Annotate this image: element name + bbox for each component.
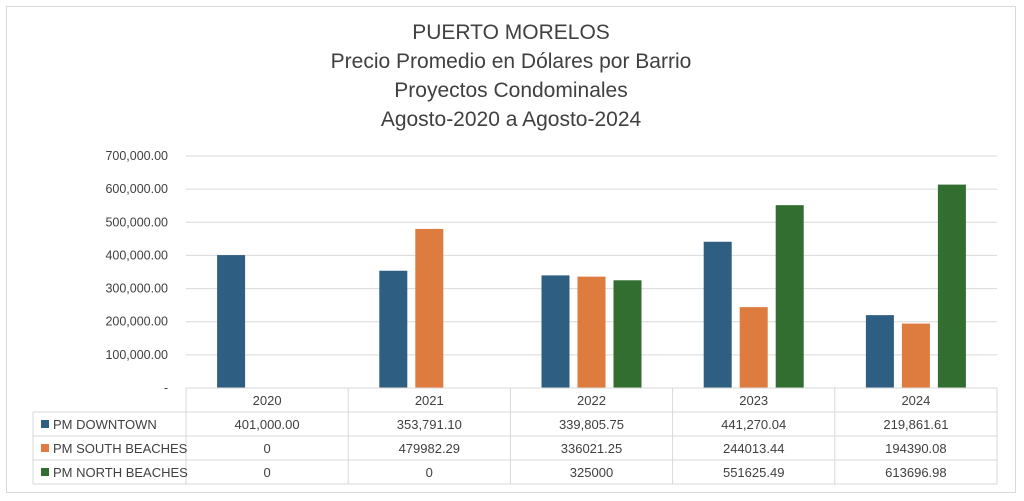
y-tick-label: 600,000.00 — [105, 182, 168, 196]
legend-label: PM DOWNTOWN — [53, 417, 157, 432]
bar — [577, 276, 606, 388]
data-table: 2020 2021 2022 2023 2024 PM DOWNTOWN 401,000.0… — [32, 387, 998, 485]
chart-title-line-1: PUERTO MORELOS — [412, 21, 610, 44]
bar — [541, 275, 570, 388]
x-tick-label: 2023 — [739, 393, 768, 408]
legend-swatch — [41, 468, 49, 476]
bar — [379, 270, 408, 388]
bar — [613, 280, 642, 388]
data-label: 244013.44 — [723, 441, 784, 456]
chart-title-block: PUERTO MORELOS Precio Promedio en Dólare… — [0, 18, 1022, 134]
bars — [217, 184, 966, 388]
chart-title-line-4: Agosto-2020 a Agosto-2024 — [380, 108, 642, 131]
bar — [703, 241, 732, 388]
chart-title-line-3: Proyectos Condominales — [394, 79, 628, 102]
y-axis-labels: - 100,000.00 200,000.00 300,000.00 400,000.0… — [105, 149, 168, 395]
data-label: 353,791.10 — [397, 417, 462, 432]
bar — [415, 228, 444, 388]
data-label: 0 — [426, 465, 433, 480]
x-tick-label: 2022 — [577, 393, 606, 408]
legend-swatch — [41, 444, 49, 452]
legend-swatch — [41, 420, 49, 428]
legend-label: PM NORTH BEACHES — [53, 465, 188, 480]
chart-title-line-2: Precio Promedio en Dólares por Barrio — [330, 50, 692, 73]
y-tick-label: 500,000.00 — [105, 215, 168, 229]
bar — [775, 205, 804, 388]
y-tick-label: - — [164, 381, 168, 395]
bar — [865, 315, 894, 388]
data-label: 219,861.61 — [883, 417, 948, 432]
data-label: 325000 — [570, 465, 613, 480]
bar — [937, 184, 966, 388]
y-tick-label: 700,000.00 — [105, 149, 168, 163]
bar — [901, 323, 930, 388]
data-label: 336021.25 — [561, 441, 622, 456]
data-label: 0 — [263, 465, 270, 480]
y-tick-label: 300,000.00 — [105, 282, 168, 296]
data-label: 551625.49 — [723, 465, 784, 480]
y-tick-label: 400,000.00 — [105, 248, 168, 262]
y-tick-label: 200,000.00 — [105, 315, 168, 329]
x-tick-label: 2020 — [253, 393, 282, 408]
data-label: 339,805.75 — [559, 417, 624, 432]
data-label: 613696.98 — [885, 465, 946, 480]
bar — [217, 255, 246, 388]
data-label: 441,270.04 — [721, 417, 786, 432]
y-tick-label: 100,000.00 — [105, 348, 168, 362]
bar — [739, 307, 768, 388]
data-label: 479982.29 — [399, 441, 460, 456]
data-label: 0 — [263, 441, 270, 456]
data-label: 194390.08 — [885, 441, 946, 456]
x-tick-label: 2021 — [415, 393, 444, 408]
legend-label: PM SOUTH BEACHES — [53, 441, 188, 456]
data-label: 401,000.00 — [235, 417, 300, 432]
x-tick-label: 2024 — [901, 393, 930, 408]
